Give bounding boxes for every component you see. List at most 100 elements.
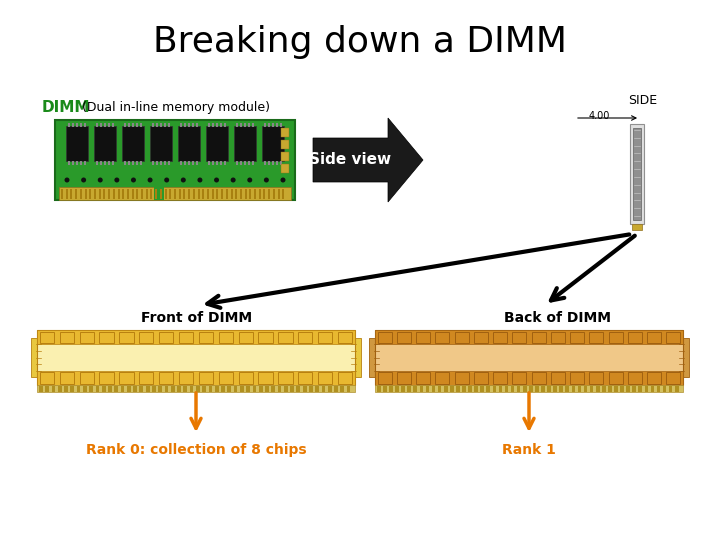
Bar [535, 386, 539, 392]
Bar [141, 189, 143, 199]
Bar [220, 161, 222, 165]
Bar [68, 161, 70, 165]
Bar [290, 386, 294, 392]
Bar [164, 123, 166, 127]
Bar [121, 386, 125, 392]
Bar [117, 189, 120, 199]
Bar [354, 338, 361, 377]
Text: (Dual in-line memory module): (Dual in-line memory module) [78, 102, 270, 114]
Bar [493, 332, 507, 343]
Bar [180, 161, 181, 165]
Bar [413, 386, 417, 392]
Bar [178, 126, 200, 161]
Bar [620, 386, 624, 392]
Bar [145, 189, 148, 199]
Bar [127, 386, 131, 392]
Bar [37, 330, 355, 345]
Bar [493, 372, 507, 383]
Bar [254, 189, 256, 199]
Circle shape [114, 178, 120, 183]
Bar [120, 372, 134, 383]
Bar [590, 386, 593, 392]
Bar [397, 372, 411, 383]
Bar [682, 338, 689, 377]
Bar [112, 161, 114, 165]
Bar [184, 386, 187, 392]
Bar [212, 161, 214, 165]
Bar [632, 224, 642, 230]
Bar [596, 386, 600, 392]
Bar [228, 386, 231, 392]
Bar [60, 372, 74, 383]
Bar [318, 372, 333, 383]
Bar [390, 386, 393, 392]
Bar [136, 123, 138, 127]
Bar [608, 372, 623, 383]
Bar [152, 161, 153, 165]
Bar [79, 372, 94, 383]
Bar [432, 386, 436, 392]
Bar [252, 161, 253, 165]
Bar [309, 386, 312, 392]
Text: Side view: Side view [310, 152, 392, 167]
Bar [40, 372, 54, 383]
Bar [279, 332, 292, 343]
Bar [52, 386, 55, 392]
Bar [662, 386, 667, 392]
Bar [184, 189, 186, 199]
Bar [160, 189, 162, 199]
Bar [608, 386, 612, 392]
Bar [492, 386, 496, 392]
Bar [651, 386, 654, 392]
Bar [112, 123, 114, 127]
Bar [133, 386, 137, 392]
Bar [84, 161, 86, 165]
Bar [66, 126, 88, 161]
Bar [152, 123, 153, 127]
Bar [221, 386, 225, 392]
Bar [628, 332, 642, 343]
Bar [71, 386, 74, 392]
Bar [122, 189, 125, 199]
Bar [192, 123, 194, 127]
Circle shape [264, 178, 269, 183]
Bar [45, 386, 49, 392]
Bar [474, 372, 488, 383]
Bar [468, 386, 472, 392]
Bar [279, 372, 292, 383]
Bar [513, 372, 526, 383]
Bar [334, 386, 338, 392]
Bar [487, 386, 490, 392]
Bar [174, 189, 176, 199]
Bar [378, 372, 392, 383]
Bar [76, 123, 78, 127]
Bar [132, 161, 133, 165]
Bar [76, 161, 78, 165]
Circle shape [197, 178, 202, 183]
Bar [99, 372, 114, 383]
Bar [37, 370, 355, 385]
Bar [66, 189, 68, 199]
Text: Breaking down a DIMM: Breaking down a DIMM [153, 25, 567, 59]
Bar [209, 386, 212, 392]
Bar [264, 189, 266, 199]
Bar [80, 123, 81, 127]
Bar [338, 332, 352, 343]
Bar [75, 189, 77, 199]
Bar [258, 386, 263, 392]
Circle shape [65, 178, 70, 183]
Bar [426, 386, 429, 392]
Bar [280, 161, 282, 165]
Bar [58, 386, 62, 392]
Bar [302, 386, 307, 392]
Bar [108, 386, 112, 392]
Bar [96, 386, 99, 392]
Bar [268, 189, 270, 199]
Bar [64, 386, 68, 392]
Bar [474, 386, 478, 392]
Bar [395, 386, 399, 392]
Bar [455, 332, 469, 343]
Bar [570, 332, 584, 343]
Bar [281, 164, 289, 173]
Bar [240, 189, 242, 199]
